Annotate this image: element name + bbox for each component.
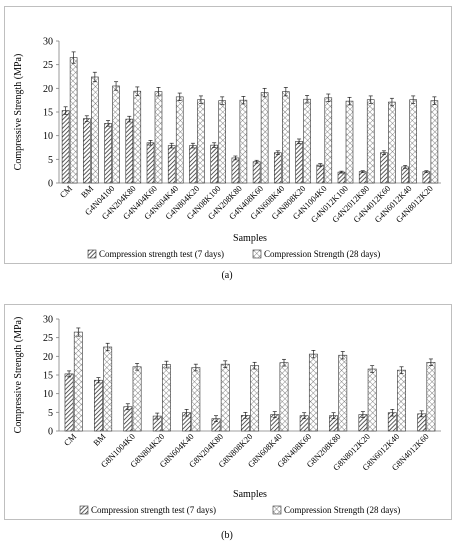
x-tick-label: BM [79,183,96,200]
bar-28day [397,369,406,432]
bar-28day [260,92,269,184]
y-tick-label: 0 [48,427,53,438]
bar-28day [112,85,120,184]
bar-28day [91,76,99,184]
bar-28day [338,354,348,432]
bar-7day [380,152,388,184]
chart-b-svg: 0 5 10 15 20 25 30 Compressive Strength (MPa) CM… [13,315,441,515]
bar-28day [345,100,354,184]
y-tick-label: 20 [43,352,53,363]
bar-28day [103,346,113,432]
bar-28day [162,364,171,432]
bar-28day [367,368,377,432]
y-tick-label: 15 [43,108,53,119]
legend-label: Compression Strength (28 days) [264,249,380,259]
x-tick-label: CM [58,183,75,200]
bar-7day [94,379,103,432]
bar-28day [430,100,439,184]
bar-7day [61,110,70,184]
bar-28day [132,366,142,432]
x-tick-label: CM [62,431,79,448]
y-tick-label: 15 [43,371,53,382]
x-axis-title: Samples [233,489,267,500]
bar-7day [125,118,134,184]
x-axis-title: Samples [233,233,267,244]
bar-28day [308,353,318,432]
bar-7day [64,373,74,432]
bar-7day [422,171,431,184]
y-axis-title: Compressive Strength (MPa) [13,317,24,434]
bar-28day [426,362,436,432]
bar-7day [231,157,240,184]
bar-28day [191,367,201,432]
chart-panel-a: 0 5 10 15 20 25 30 Compressive Strength (MPa) CM… [4,6,452,264]
bar-28day [69,57,78,184]
y-tick-label: 30 [43,37,53,48]
bar-7day [83,118,91,184]
bar-28day [409,99,417,184]
bar-28day [279,362,289,432]
bar-28day [250,365,260,432]
bar-28day [366,99,375,184]
y-tick-label: 10 [43,389,53,400]
bar-7day [123,406,133,432]
chart-a-svg: 0 5 10 15 20 25 30 Compressive Strength (MPa) CM… [13,37,441,259]
x-tick-label: BM [91,431,108,448]
y-tick-label: 20 [43,84,53,95]
bar-28day [282,91,290,184]
legend-label: Compression strength test (7 days) [91,505,216,515]
bar-7day [167,145,176,184]
bar-28day [220,363,230,432]
bar-28day [73,331,83,432]
bar-28day [133,90,142,184]
legend-swatch [272,505,282,515]
legend-label: Compression Strength (28 days) [284,505,400,515]
bar-7day [252,161,261,184]
bar-28day [388,101,396,184]
bar-7day [146,142,155,184]
panel-caption-a: (a) [221,270,233,281]
bar-28day [175,96,184,184]
bar-28day [239,99,248,184]
legend-swatch [79,505,89,515]
bar-7day [104,123,112,184]
bar-28day [324,97,333,184]
bar-7day [295,141,303,184]
y-tick-label: 25 [43,333,53,344]
bar-28day [303,98,311,184]
bar-28day [154,91,163,184]
bar-28day [218,100,226,184]
y-tick-label: 0 [48,179,53,190]
y-axis-title: Compressive Strength (MPa) [13,54,24,171]
y-tick-label: 10 [43,131,53,142]
chart-panel-b: 0 5 10 15 20 25 30 Compressive Strength (MPa) CM… [4,304,452,520]
bar-7day [274,152,282,184]
bar-7day [316,164,325,184]
y-tick-label: 25 [43,60,53,71]
bar-7day [210,144,218,184]
bar-7day [401,166,409,184]
legend-swatch [87,249,97,259]
bar-28day [197,99,205,184]
panel-caption-b: (b) [221,530,233,541]
bar-7day [358,171,367,184]
y-tick-label: 30 [43,315,53,326]
legend-label: Compression strength test (7 days) [99,249,224,259]
legend-swatch [252,249,262,259]
bar-7day [337,171,346,184]
bar-7day [189,145,197,184]
y-tick-label: 5 [48,408,53,419]
y-tick-label: 5 [48,155,53,166]
